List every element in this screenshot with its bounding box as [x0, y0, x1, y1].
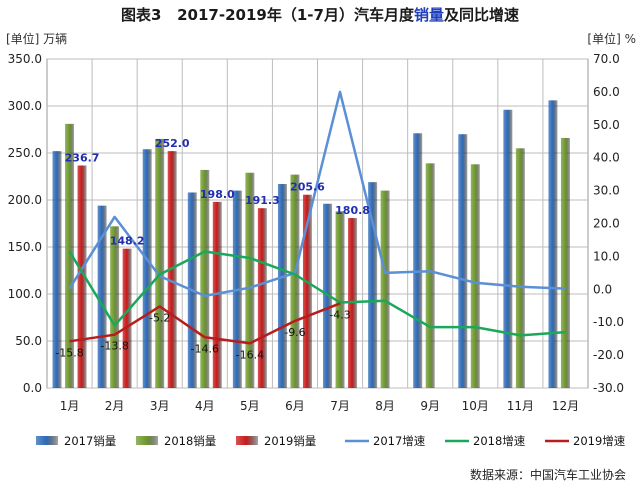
bar-2018销量: [335, 211, 345, 388]
bar-2018销量: [65, 123, 75, 389]
legend-swatch: [236, 436, 258, 445]
title-main: 2017-2019年（1-7月）汽车月度: [177, 6, 414, 24]
bar-2018销量: [425, 163, 435, 388]
legend-label: 2017增速: [373, 434, 426, 448]
left-tick-label: 350.0: [8, 52, 42, 66]
bar-2017销量: [277, 184, 287, 388]
bar-2017销量: [458, 134, 468, 388]
bar-value-label: 191.3: [245, 194, 280, 207]
bar-value-label: 180.8: [335, 204, 370, 217]
legend-label: 2019销量: [264, 434, 316, 448]
bar-value-label: 252.0: [155, 137, 190, 150]
legend-swatch: [136, 436, 158, 445]
bar-2017销量: [142, 149, 152, 388]
line-value-label: -13.8: [100, 340, 128, 353]
line-value-label: -9.6: [284, 326, 305, 339]
bar-value-label: 236.7: [65, 152, 100, 165]
line-value-label: -14.6: [191, 342, 219, 355]
x-tick-label: 2月: [105, 399, 125, 413]
x-tick-label: 3月: [150, 399, 170, 413]
line-2018增速: [68, 250, 566, 337]
bar-value-label: 198.0: [200, 188, 235, 201]
right-tick-label: 10.0: [593, 249, 620, 263]
bar-2019销量: [302, 194, 312, 388]
right-tick-label: 20.0: [593, 217, 620, 231]
right-tick-label: 50.0: [593, 118, 620, 132]
line-value-label: -5.2: [149, 311, 170, 324]
chart-title: 图表3 2017-2019年（1-7月）汽车月度销量及同比增速: [0, 4, 640, 25]
data-source: 数据来源：中国汽车工业协会: [469, 468, 626, 482]
left-tick-label: 150.0: [8, 240, 42, 254]
bar-2019销量: [122, 248, 132, 388]
x-tick-label: 9月: [420, 399, 440, 413]
x-tick-label: 7月: [330, 399, 350, 413]
bar-2017销量: [97, 205, 107, 388]
x-tick-label: 10月: [462, 399, 489, 413]
x-tick-label: 12月: [552, 399, 579, 413]
x-tick-label: 11月: [507, 399, 534, 413]
bar-2017销量: [368, 182, 378, 388]
right-tick-label: 30.0: [593, 184, 620, 198]
right-axis-unit: [单位] %: [587, 32, 636, 46]
legend-label: 2017销量: [64, 434, 116, 448]
line-value-label: -16.4: [236, 348, 264, 361]
right-tick-label: 60.0: [593, 85, 620, 99]
bar-value-label: 148.2: [110, 235, 145, 248]
title-highlight: 销量: [413, 6, 444, 24]
left-tick-label: 50.0: [15, 334, 42, 348]
x-tick-label: 8月: [375, 399, 395, 413]
title-suffix: 及同比增速: [443, 6, 519, 24]
bar-2019销量: [77, 165, 87, 388]
bar-2018销量: [245, 172, 255, 388]
legend-label: 2018增速: [473, 434, 526, 448]
left-tick-label: 0.0: [23, 381, 42, 395]
bar-2018销量: [380, 190, 390, 388]
bar-value-label: 205.6: [290, 181, 325, 194]
bar-2017销量: [548, 100, 558, 389]
right-tick-label: -30.0: [593, 381, 624, 395]
bar-2018销量: [155, 138, 165, 388]
legend-label: 2019增速: [573, 434, 626, 448]
line-2017增速: [68, 90, 566, 298]
left-tick-label: 200.0: [8, 193, 42, 207]
bar-2018销量: [470, 164, 480, 388]
legend-swatch: [36, 436, 58, 445]
bar-2018销量: [110, 226, 120, 388]
bar-2018销量: [560, 137, 570, 388]
bar-2019销量: [257, 208, 267, 388]
right-tick-label: -10.0: [593, 315, 624, 329]
bar-2018销量: [200, 169, 210, 388]
bar-2017销量: [52, 151, 62, 388]
bar-2018销量: [290, 174, 300, 388]
x-tick-label: 5月: [240, 399, 260, 413]
right-tick-label: 40.0: [593, 151, 620, 165]
left-tick-label: 100.0: [8, 287, 42, 301]
right-tick-label: 0.0: [593, 282, 612, 296]
bar-2017销量: [503, 109, 513, 388]
left-tick-label: 250.0: [8, 146, 42, 160]
x-tick-label: 6月: [285, 399, 305, 413]
legend-label: 2018销量: [164, 434, 216, 448]
bar-2019销量: [212, 201, 222, 388]
right-tick-label: -20.0: [593, 348, 624, 362]
x-tick-label: 4月: [195, 399, 215, 413]
right-tick-label: 70.0: [593, 52, 620, 66]
line-value-label: -15.8: [55, 346, 83, 359]
bar-2018销量: [515, 148, 525, 388]
bar-2017销量: [413, 133, 423, 388]
left-tick-label: 300.0: [8, 99, 42, 113]
line-2019增速: [69, 302, 341, 345]
line-value-label: -4.3: [329, 308, 350, 321]
title-prefix: 图表3: [121, 6, 162, 24]
x-tick-label: 1月: [60, 399, 80, 413]
left-axis-unit: [单位] 万辆: [6, 32, 68, 46]
bar-2019销量: [167, 151, 177, 388]
